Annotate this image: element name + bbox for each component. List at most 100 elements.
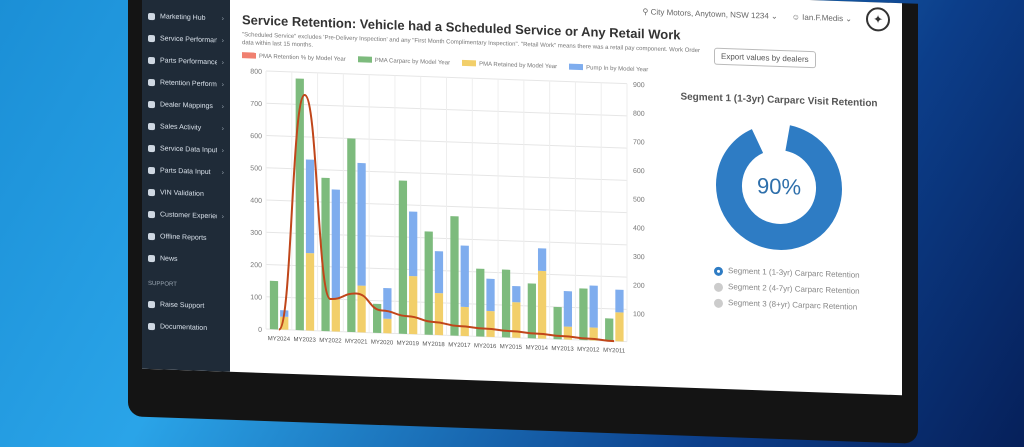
legend-item[interactable]: Pump In by Model Year — [569, 64, 648, 75]
radio-label: Segment 2 (4-7yr) Carparc Retention — [728, 282, 860, 296]
support-heading: SUPPORT — [148, 280, 177, 288]
y-tick-label: 600 — [250, 133, 262, 140]
radio-label: Segment 1 (1-3yr) Carparc Retention — [728, 266, 860, 280]
menu-item-icon — [148, 56, 155, 64]
bar-retained — [615, 312, 624, 342]
bar-retained — [589, 327, 598, 341]
export-button[interactable]: Export values by dealers — [714, 47, 816, 69]
bar-retained — [331, 299, 340, 332]
segment-radio[interactable]: Segment 1 (1-3yr) Carparc Retention — [714, 266, 884, 282]
donut-arc — [716, 123, 842, 250]
sidebar-item[interactable]: Dealer Mappings › — [142, 93, 230, 118]
sidebar-item-label: Dealer Mappings — [160, 100, 213, 110]
sidebar-support-item[interactable]: Documentation — [142, 315, 230, 340]
x-tick-label: MY2020 — [371, 340, 394, 347]
y2-tick-label: 700 — [633, 139, 645, 146]
segment-radio[interactable]: Segment 3 (8+yr) Carparc Retention — [714, 298, 884, 314]
y-tick-label: 700 — [250, 101, 262, 108]
legend-swatch — [462, 60, 477, 67]
segment-radio[interactable]: Segment 2 (4-7yr) Carparc Retention — [714, 282, 884, 298]
bar-retained — [305, 253, 315, 331]
sidebar-item-label: Marketing Hub — [160, 12, 206, 22]
x-tick-label: MY2022 — [319, 338, 342, 345]
bar-pump-in — [486, 278, 495, 312]
bar-pump-in — [563, 291, 573, 327]
radio-dot-icon — [714, 298, 723, 308]
sidebar-item[interactable]: Sales Activity › — [142, 115, 230, 140]
sidebar-item[interactable]: Customer Experience › — [142, 203, 230, 228]
bar-carparc — [605, 318, 614, 342]
user-name: Ian.F.Medis — [802, 12, 844, 23]
sidebar-item[interactable]: Marketing Hub › — [142, 5, 230, 30]
user-menu[interactable]: ☺ Ian.F.Medis ⌄ — [791, 11, 852, 23]
x-tick-label: MY2012 — [577, 347, 600, 354]
location-selector[interactable]: ⚲ City Motors, Anytown, NSW 1234 ⌄ — [642, 6, 778, 21]
legend-label: PMA Retention % by Model Year — [259, 53, 346, 63]
sidebar-item[interactable]: Offline Reports — [142, 225, 230, 250]
radio-dot-icon — [714, 282, 723, 292]
sidebar-item-label: Documentation — [160, 322, 208, 332]
sidebar-item-label: Parts Data Input — [160, 166, 211, 176]
sidebar-item-label: Service Performance — [160, 34, 217, 44]
sidebar-item[interactable]: Retention Perform. › — [142, 71, 230, 96]
sidebar-item-label: News — [160, 254, 178, 263]
sidebar-item-label: Customer Experience — [160, 210, 217, 220]
support-icon — [148, 300, 155, 308]
bar-pump-in — [589, 285, 598, 328]
sidebar-item[interactable]: News — [142, 247, 230, 272]
sidebar: Deferred Work›Marketing Hub›Service Perf… — [142, 0, 230, 372]
sidebar-item[interactable]: Service Data Input › — [142, 137, 230, 162]
screen: Deferred Work›Marketing Hub›Service Perf… — [142, 0, 902, 396]
bar-retained — [409, 275, 418, 335]
sidebar-item-label: Parts Performance — [160, 56, 217, 66]
chevron-right-icon: › — [221, 80, 224, 89]
y-tick-label: 400 — [250, 197, 262, 204]
x-tick-label: MY2023 — [294, 337, 317, 344]
menu-item-icon — [148, 34, 155, 42]
bar-retained — [512, 302, 521, 338]
segment-panel: Segment 1 (1-3yr) Carparc Visit Retentio… — [674, 77, 884, 369]
bar-pump-in — [615, 289, 624, 313]
bar-retained — [537, 270, 547, 339]
sidebar-item-label: VIN Validation — [160, 188, 204, 198]
y-tick-label: 800 — [250, 68, 262, 75]
legend-swatch — [569, 64, 584, 71]
x-tick-label: MY2024 — [268, 336, 291, 343]
x-tick-label: MY2015 — [500, 344, 523, 351]
bar-pump-in — [357, 162, 366, 286]
bar-line-chart: 0 100 200 300 400 500 600 700 800 100 200 300 400 500… — [250, 68, 645, 354]
menu-item-icon — [148, 122, 155, 130]
sidebar-item-label: Raise Support — [160, 300, 205, 310]
x-tick-label: MY2018 — [422, 341, 445, 348]
y2-tick-label: 500 — [633, 197, 645, 204]
bar-pump-in — [434, 251, 444, 294]
y2-tick-label: 200 — [633, 283, 645, 290]
bar-carparc — [347, 138, 356, 333]
menu-item-icon — [148, 78, 155, 86]
y2-tick-label: 800 — [633, 111, 645, 118]
segment-title: Segment 1 (1-3yr) Carparc Visit Retentio… — [680, 91, 878, 110]
sidebar-item[interactable]: Parts Performance › — [142, 49, 230, 74]
sidebar-item[interactable]: VIN Validation — [142, 181, 230, 206]
x-tick-label: MY2013 — [551, 346, 574, 353]
donut-chart: 90% — [714, 120, 844, 255]
bar-retained — [280, 316, 289, 330]
legend-label: PMA Retained by Model Year — [479, 61, 558, 71]
bar-pump-in — [512, 286, 521, 303]
menu-item-icon — [148, 100, 155, 108]
sidebar-item[interactable]: Parts Data Input › — [142, 159, 230, 184]
x-tick-label: MY2019 — [397, 341, 420, 348]
bar-carparc — [424, 231, 433, 335]
y2-tick-label: 100 — [633, 311, 645, 318]
bar-carparc — [527, 283, 536, 339]
menu-item-icon — [148, 12, 155, 20]
sidebar-item[interactable]: Service Performance › — [142, 27, 230, 52]
bar-carparc — [476, 268, 485, 337]
sidebar-item-label: Service Data Input — [160, 144, 217, 154]
y-tick-label: 100 — [250, 294, 262, 301]
bar-pump-in — [537, 248, 547, 272]
donut-value: 90% — [756, 173, 802, 200]
x-tick-label: MY2016 — [474, 343, 497, 350]
sidebar-support-item[interactable]: Raise Support — [142, 293, 230, 318]
chevron-right-icon: › — [221, 14, 224, 23]
